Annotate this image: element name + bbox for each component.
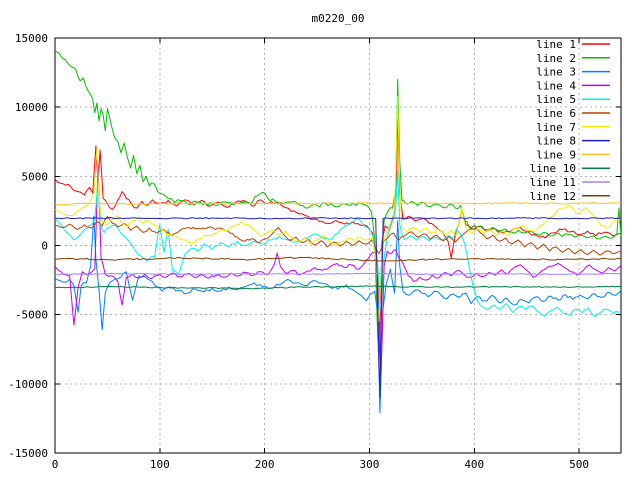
y-tick-label: 5000 — [22, 170, 49, 183]
legend-label-4: line 4 — [536, 79, 576, 92]
series-line-6 — [55, 215, 621, 256]
series-line-8 — [55, 217, 621, 399]
axis-ticks — [54, 37, 621, 454]
x-tick-label: 500 — [569, 458, 589, 471]
series-line-4 — [55, 164, 621, 375]
legend-label-10: line 10 — [530, 162, 576, 175]
series-line-3 — [55, 215, 621, 414]
x-tick-label: 0 — [52, 458, 59, 471]
y-axis-labels: -15000 -10000 -5000 0 5000 10000 15000 — [8, 32, 48, 460]
legend-label-8: line 8 — [536, 135, 576, 148]
legend-label-5: line 5 — [536, 93, 576, 106]
series-line-12 — [55, 256, 621, 262]
legend-label-2: line 2 — [536, 52, 576, 65]
x-tick-label: 300 — [360, 458, 380, 471]
legend-label-12: line 12 — [530, 190, 576, 203]
x-tick-label: 200 — [255, 458, 275, 471]
x-tick-label: 400 — [464, 458, 484, 471]
y-tick-label: -15000 — [8, 447, 48, 460]
y-tick-label: -10000 — [8, 378, 48, 391]
x-axis-labels: 0 100 200 300 400 500 — [52, 458, 589, 471]
legend-label-9: line 9 — [536, 148, 576, 161]
series-line-10 — [55, 285, 621, 290]
legend-label-6: line 6 — [536, 107, 576, 120]
series-line-5 — [55, 170, 621, 318]
series-line-11 — [55, 272, 621, 276]
y-tick-label: 15000 — [15, 32, 48, 45]
legend-label-3: line 3 — [536, 66, 576, 79]
legend-label-1: line 1 — [536, 38, 576, 51]
series-line-7 — [55, 95, 621, 323]
legend-label-11: line 11 — [530, 176, 576, 189]
legend-label-7: line 7 — [536, 121, 576, 134]
y-tick-label: -5000 — [15, 309, 48, 322]
series-line-9 — [55, 202, 621, 206]
chart-title: m0220_00 — [312, 12, 365, 25]
series-lines — [55, 50, 621, 414]
series-line-2 — [55, 50, 621, 341]
y-tick-label: 10000 — [15, 101, 48, 114]
x-tick-label: 100 — [150, 458, 170, 471]
y-tick-label: 0 — [41, 240, 48, 253]
